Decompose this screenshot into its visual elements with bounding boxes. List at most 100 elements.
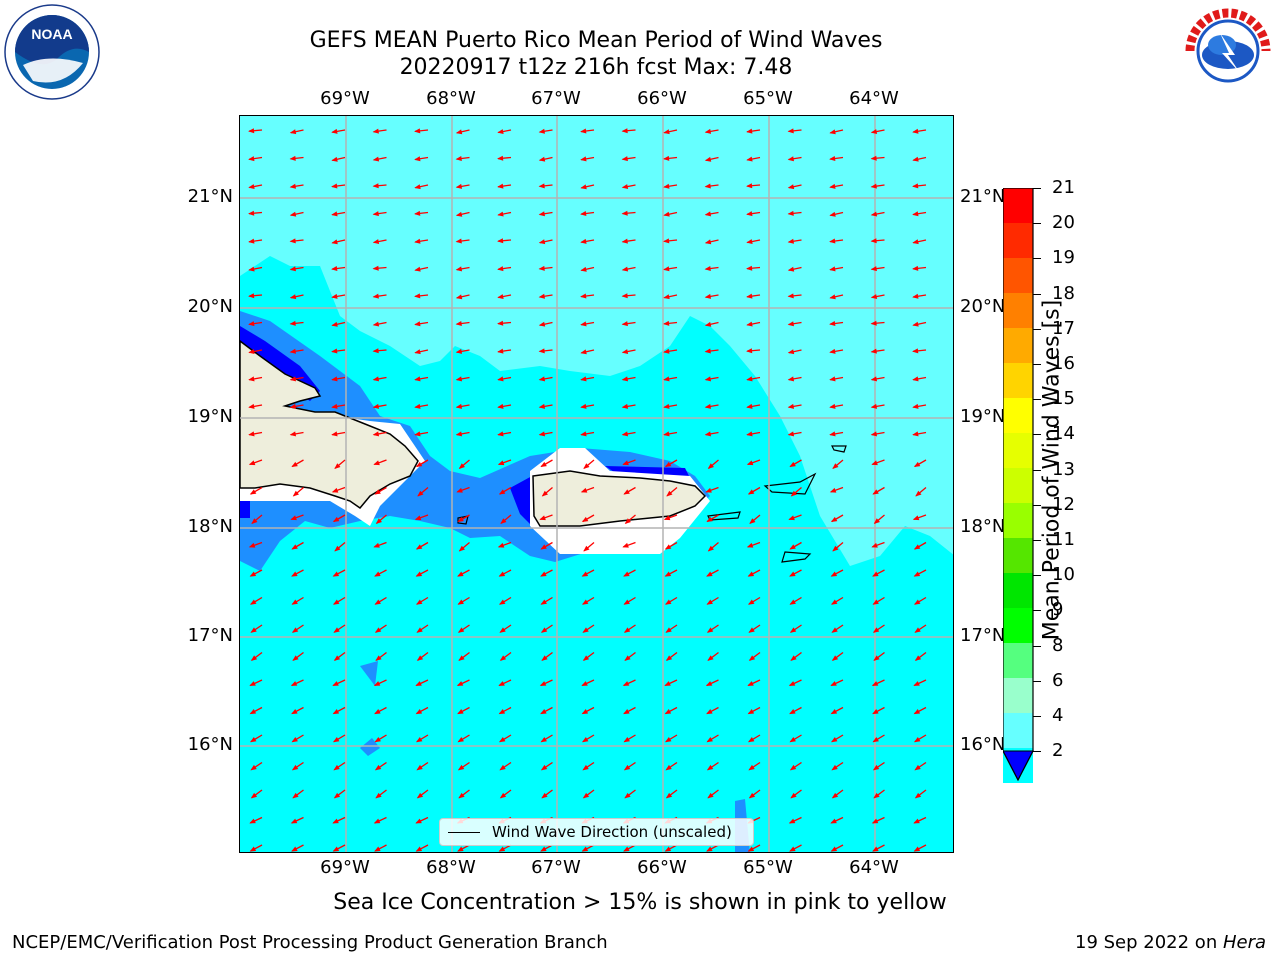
wave-arrow [622,459,636,466]
wave-arrow [540,706,553,715]
wave-arrow [829,183,844,189]
wave-arrow [914,761,927,771]
wave-arrow [872,596,885,605]
wave-arrow [455,238,470,244]
wave-arrow [787,431,802,437]
colorbar-segment [1003,363,1033,398]
dark-contour-region [360,661,378,686]
wave-arrow [623,734,636,743]
wave-arrow [248,184,263,189]
footer-machine: Hera [1222,932,1266,953]
wave-arrow [746,321,761,327]
wave-arrow [746,459,761,466]
lon-label-top: 66°W [637,88,687,109]
wave-arrow [707,542,719,552]
wave-arrow [706,569,719,577]
wave-arrow [583,459,595,469]
wave-arrow [456,486,470,493]
colorbar-tick-label: 20 [1052,212,1075,234]
wave-arrow [372,348,387,354]
lat-label-right: 18°N [960,516,1006,537]
wave-arrow [497,266,512,272]
wave-arrow [455,376,470,382]
wave-arrow [291,541,304,550]
wave-arrow [331,486,346,493]
wave-arrow [912,293,927,299]
wave-arrow [912,514,927,521]
colorbar-tick-label: 17 [1052,317,1075,339]
wave-arrow [538,293,553,299]
wave-arrow [374,706,387,715]
colorbar-tick-label: 2 [1052,740,1064,762]
wave-arrow [455,431,470,437]
wave-arrow [790,487,802,497]
wave-arrow [912,431,927,437]
wave-arrow [912,265,927,271]
wave-arrow [664,679,678,687]
wave-arrow [289,129,304,135]
colorbar-tick-mark [1033,504,1041,506]
wave-arrow [664,844,678,852]
wave-arrow [913,596,927,605]
wave-arrow [497,431,512,437]
wave-arrow [248,293,263,299]
colorbar-tick-label: 18 [1052,282,1075,304]
wave-arrow [663,431,678,437]
colorbar-segment [1003,538,1033,573]
wave-arrow [912,348,927,354]
wave-arrow [665,761,678,771]
wave-arrow [746,541,761,548]
wave-arrow [663,266,678,272]
colorbar-segment [1003,713,1033,748]
wave-arrow [664,541,678,550]
wave-arrow [663,183,678,189]
wave-arrow [789,596,802,605]
wave-arrow [415,734,429,743]
wave-arrow [624,651,636,661]
wave-arrow [249,706,263,715]
wave-arrow [414,376,429,382]
island-outline [781,551,812,563]
wave-arrow [455,211,470,217]
colorbar-tick-label: 6 [1052,669,1064,691]
wave-arrow [372,293,387,299]
colorbar-segment [1003,328,1033,363]
wave-arrow [624,789,636,799]
lon-label-bottom: 69°W [320,857,370,878]
wave-arrow [870,183,885,189]
colorbar-segment [1003,433,1033,468]
wave-arrow [331,156,346,162]
wave-arrow [540,596,553,605]
wave-arrow [455,294,470,300]
wave-arrow [290,679,304,687]
wave-arrow [913,459,927,468]
lat-label-right: 21°N [960,186,1006,207]
wave-arrow [623,761,636,771]
wave-arrow [581,844,595,852]
wave-arrow [913,541,927,550]
wave-arrow [872,844,885,852]
wave-arrow [622,541,636,548]
wave-arrow [538,156,553,162]
wave-arrow [289,211,304,217]
wave-arrow [248,266,263,272]
wave-arrow [623,624,636,633]
wave-arrow [706,734,719,743]
wave-arrow [538,265,553,271]
wave-arrow [830,844,844,852]
wave-arrow [872,486,885,495]
wave-arrow [332,706,346,715]
wave-arrow [830,816,844,824]
wave-arrow [499,651,512,661]
wave-arrow [704,431,719,437]
wave-arrow [913,569,927,577]
wave-arrow [538,239,553,245]
wave-arrow [457,514,470,523]
wave-arrow [291,734,304,743]
wave-arrow [414,184,429,190]
wave-arrow [621,266,636,272]
wave-arrow [788,816,802,824]
wave-arrow [498,706,512,715]
wave-arrow [455,183,470,189]
wave-arrow [248,376,263,382]
